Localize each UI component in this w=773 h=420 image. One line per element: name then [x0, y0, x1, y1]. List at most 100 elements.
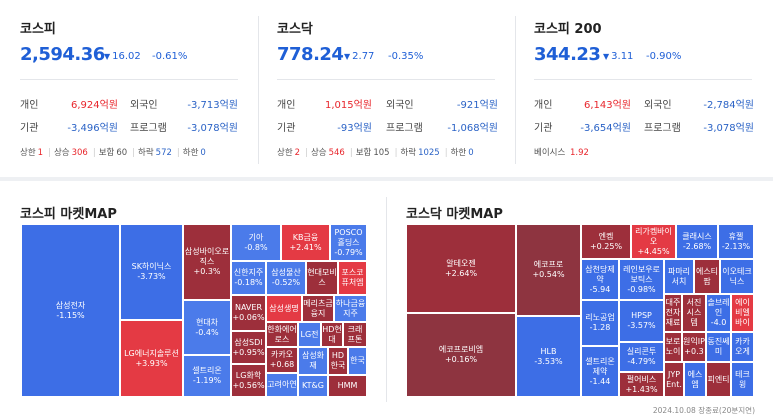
- treemap-tile[interactable]: 삼천당제약 -5.94: [581, 259, 619, 300]
- treemap-tile[interactable]: 카카오 +0.68: [266, 347, 298, 373]
- treemap-tile[interactable]: 한화에어로스: [266, 322, 298, 347]
- treemap-tile[interactable]: 에이비엘바이: [731, 294, 754, 332]
- treemap-tile[interactable]: 삼성바이오로직스 +0.3%: [183, 224, 231, 300]
- treemap-tile[interactable]: 보로노이: [664, 332, 682, 362]
- treemap-tile[interactable]: HD현대: [321, 322, 343, 347]
- breadth-label: 보합: [98, 148, 115, 158]
- treemap-tile[interactable]: 동진쎄미: [706, 332, 731, 362]
- treemap-tile[interactable]: HMM: [328, 375, 367, 397]
- treemap-tile[interactable]: 테크윙: [731, 362, 754, 397]
- kosdaq-map-title[interactable]: 코스닥 마켓MAP: [406, 207, 503, 222]
- treemap-tile[interactable]: 파마리서치: [664, 259, 694, 294]
- investor-value: 6,924억원: [70, 100, 118, 111]
- breadth-label: 하한: [450, 148, 467, 158]
- investor-label: 기관: [277, 123, 296, 134]
- treemap-tile[interactable]: 원익IP +0.3: [682, 332, 706, 362]
- treemap-tile[interactable]: 삼성생명: [266, 295, 302, 322]
- breadth-label: 상승: [310, 148, 327, 158]
- treemap-tile[interactable]: 현대차 -0.4%: [183, 300, 231, 355]
- treemap-tile[interactable]: NAVER +0.06%: [231, 295, 266, 331]
- treemap-tile[interactable]: 에스엠: [684, 362, 706, 397]
- breadth-flat: 105: [373, 148, 390, 158]
- treemap-tile[interactable]: LG전: [298, 322, 321, 347]
- treemap-tile[interactable]: 포스코퓨처엠: [338, 261, 367, 295]
- treemap-tile[interactable]: 엔켐 +0.25%: [581, 224, 631, 259]
- treemap-tile[interactable]: 휴젤 -2.13%: [718, 224, 754, 259]
- kosdaq-treemap: 알테오젠 +2.64% 에코프로비엠 +0.16% 에코프로 +0.54% HLB -3…: [406, 224, 754, 397]
- treemap-tile[interactable]: 피엔티: [706, 362, 731, 397]
- breadth-label: 하한: [182, 148, 199, 158]
- investor-value: -3,496억원: [67, 123, 118, 134]
- down-triangle-icon: ▼: [104, 52, 111, 61]
- treemap-tile[interactable]: HPSP -3.57%: [619, 300, 664, 342]
- treemap-tile[interactable]: 하나금융지주: [334, 295, 367, 322]
- treemap-tile[interactable]: 클래시스 -2.68%: [676, 224, 718, 259]
- investor-label: 개인: [534, 100, 553, 111]
- divider: [277, 79, 495, 80]
- treemap-tile[interactable]: 카카오게: [731, 332, 754, 362]
- investor-label: 외국인: [644, 100, 672, 111]
- treemap-tile[interactable]: 레인보우로보틱스 -0.98%: [619, 259, 664, 300]
- breadth-label: 상한: [277, 148, 293, 158]
- treemap-tile[interactable]: 메리츠금융지: [302, 295, 334, 322]
- treemap-tile[interactable]: 삼성물산 -0.52%: [266, 261, 306, 295]
- treemap-tile[interactable]: 서진시스템: [682, 294, 706, 332]
- investor-label: 기관: [534, 123, 553, 134]
- treemap-tile[interactable]: 삼성화재: [298, 347, 328, 375]
- basis-value: 1.92: [569, 148, 589, 158]
- market-map-panel: 코스피 마켓MAP 코스닥 마켓MAP 삼성전자 -1.15% SK하이닉스 -3.…: [0, 181, 773, 420]
- index-change-pct: -0.90%: [646, 51, 682, 62]
- investor-value: -1,068억원: [447, 123, 498, 134]
- treemap-tile[interactable]: 한국: [348, 347, 367, 375]
- treemap-tile[interactable]: 대주전자재료: [664, 294, 682, 332]
- treemap-tile[interactable]: 현대모비스: [306, 261, 338, 295]
- treemap-tile[interactable]: 셀트리온 -1.19%: [183, 355, 231, 397]
- treemap-tile[interactable]: 기아 -0.8%: [231, 224, 281, 261]
- treemap-tile[interactable]: HD한국: [328, 347, 348, 375]
- treemap-tile[interactable]: 에코프로비엠 +0.16%: [406, 313, 516, 397]
- data-timestamp: 2024.10.08 장종료(20분지연): [652, 406, 755, 415]
- investor-value: -921억원: [456, 100, 498, 111]
- treemap-tile[interactable]: KT&G: [298, 375, 328, 397]
- treemap-tile[interactable]: SK하이닉스 -3.73%: [120, 224, 183, 320]
- treemap-tile[interactable]: JYP Ent.: [664, 362, 684, 397]
- treemap-tile[interactable]: 펄어비스 +1.43%: [619, 372, 664, 397]
- index-name[interactable]: 코스닥: [277, 22, 313, 37]
- breadth-down: 572: [155, 148, 172, 158]
- investor-value: 1,015억원: [324, 100, 372, 111]
- treemap-tile[interactable]: 크래프톤: [343, 322, 367, 347]
- kospi-treemap: 삼성전자 -1.15% SK하이닉스 -3.73% LG에너지솔루션 +3.93% 삼…: [21, 224, 367, 397]
- treemap-tile[interactable]: 신한지주 -0.18%: [231, 261, 266, 295]
- treemap-tile[interactable]: 실리콘투 -4.79%: [619, 342, 664, 372]
- treemap-tile[interactable]: 솔브레인 -4.0: [706, 294, 731, 332]
- treemap-tile[interactable]: 고려아연: [266, 373, 298, 397]
- down-triangle-icon: ▼: [603, 52, 610, 61]
- treemap-tile[interactable]: 알테오젠 +2.64%: [406, 224, 516, 313]
- kospi-map-title[interactable]: 코스피 마켓MAP: [20, 207, 117, 222]
- treemap-tile[interactable]: 삼성SDI +0.95%: [231, 331, 266, 364]
- breadth-upper: 1: [37, 148, 44, 158]
- index-name[interactable]: 코스피 200: [534, 22, 602, 37]
- investor-label: 프로그램: [386, 123, 423, 134]
- treemap-tile[interactable]: HLB -3.53%: [516, 316, 581, 397]
- treemap-tile[interactable]: 이오테크닉스: [720, 259, 754, 294]
- index-value: 2,594.36: [20, 44, 105, 65]
- treemap-tile[interactable]: LG에너지솔루션 +3.93%: [120, 320, 183, 397]
- breadth-label: 보합: [355, 148, 372, 158]
- investor-label: 개인: [277, 100, 296, 111]
- treemap-tile[interactable]: 에코프로 +0.54%: [516, 224, 581, 316]
- investor-label: 프로그램: [130, 123, 167, 134]
- treemap-tile[interactable]: 에스티팜: [694, 259, 720, 294]
- treemap-tile[interactable]: 삼성전자 -1.15%: [21, 224, 120, 397]
- treemap-tile[interactable]: KB금융 +2.41%: [281, 224, 330, 261]
- divider: [20, 79, 238, 80]
- breadth-label: 상승: [53, 148, 70, 158]
- treemap-tile[interactable]: LG화학 +0.56%: [231, 364, 266, 397]
- treemap-tile[interactable]: 셀트리온제약 -1.44: [581, 346, 619, 397]
- investor-value: 6,143억원: [583, 100, 631, 111]
- index-change-pct: -0.35%: [388, 51, 424, 62]
- treemap-tile[interactable]: 리가켐바이오 +4.45%: [631, 224, 676, 259]
- index-name[interactable]: 코스피: [20, 22, 56, 37]
- treemap-tile[interactable]: POSCO홀딩스 -0.79%: [330, 224, 367, 261]
- treemap-tile[interactable]: 리노공업 -1.28: [581, 300, 619, 346]
